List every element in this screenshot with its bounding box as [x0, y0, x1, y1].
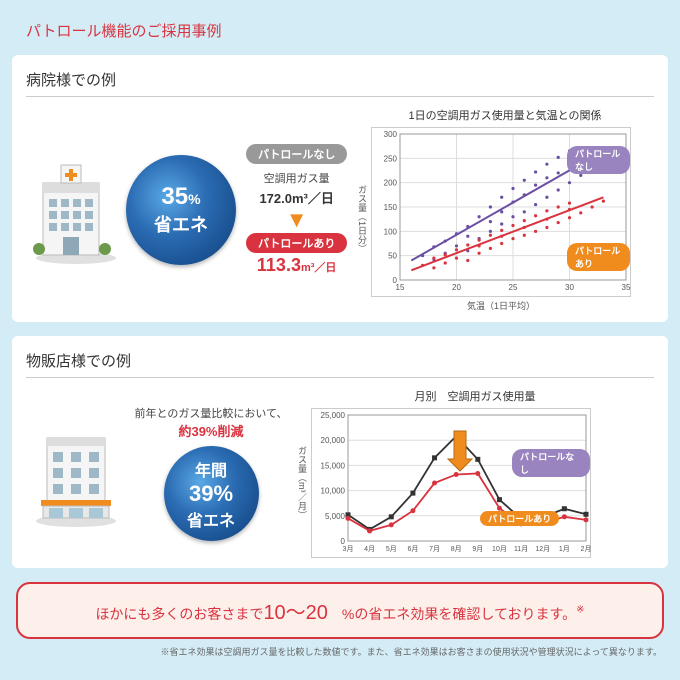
case2-chart-title: 月別 空調用ガス使用量: [296, 388, 654, 404]
case1-card: 病院様での例: [12, 55, 668, 322]
svg-text:3月: 3月: [343, 545, 354, 553]
svg-text:11月: 11月: [514, 545, 528, 553]
svg-text:7月: 7月: [429, 545, 440, 553]
svg-text:250: 250: [384, 154, 398, 163]
arrow-down-icon: ▼: [286, 209, 308, 231]
case1-title: 病院様での例: [26, 69, 654, 97]
svg-text:35: 35: [622, 283, 631, 292]
svg-text:0: 0: [341, 537, 346, 546]
svg-text:10月: 10月: [492, 545, 507, 553]
svg-text:6月: 6月: [407, 545, 418, 553]
case1-xlabel: 気温（1日平均）: [371, 299, 631, 312]
footer-highlight: ほかにも多くのお客さまで10～20 %の省エネ効果を確認しております。※: [16, 582, 664, 639]
main-title: パトロール機能のご採用事例: [26, 20, 668, 41]
svg-text:25: 25: [509, 283, 518, 292]
case2-chart: 0 5,000 10,000 15,000 20,000 25,000 3月 4月 5月 6月 7月…: [311, 408, 591, 558]
svg-text:150: 150: [384, 203, 398, 212]
svg-text:12月: 12月: [535, 545, 550, 553]
svg-text:300: 300: [384, 130, 398, 139]
case2-ylabel: ガス量（m³／月）: [296, 446, 309, 520]
gas-after: 113.3m³／日: [257, 255, 337, 276]
gas-before: 172.0m³／日: [259, 188, 333, 207]
svg-text:15,000: 15,000: [321, 461, 346, 470]
svg-text:20,000: 20,000: [321, 436, 346, 445]
svg-text:10,000: 10,000: [321, 487, 346, 496]
disclaimer: ※省エネ効果は空調用ガス量を比較した数値です。また、省エネ効果はお客さまの使用状…: [12, 645, 662, 658]
pill-without: パトロールなし: [246, 144, 347, 164]
svg-text:15: 15: [396, 283, 405, 292]
pill-with: パトロールあり: [246, 233, 347, 253]
svg-text:20: 20: [452, 283, 461, 292]
gas-label: 空調用ガス量: [264, 170, 330, 186]
case2-title: 物販店様での例: [26, 350, 654, 378]
hospital-icon: [26, 155, 126, 265]
svg-text:2月: 2月: [581, 545, 592, 553]
store-icon: [26, 418, 126, 528]
case1-chart: 0501001502002503001520253035パトロールなしパトロール…: [371, 127, 631, 297]
svg-text:25,000: 25,000: [321, 411, 346, 420]
svg-text:5,000: 5,000: [325, 512, 346, 521]
svg-text:5月: 5月: [386, 545, 397, 553]
case2-badge: 年間 39% 省エネ: [164, 446, 259, 541]
compare-text: 前年とのガス量比較において、 約39%削減: [134, 405, 287, 440]
svg-text:8月: 8月: [451, 545, 462, 553]
svg-text:9月: 9月: [472, 545, 483, 553]
case1-ylabel: ガス量（1日分）: [356, 185, 369, 253]
svg-text:4月: 4月: [364, 545, 375, 553]
case1-badge: 35% 省エネ: [126, 155, 236, 265]
svg-text:50: 50: [388, 252, 397, 261]
case1-chart-title: 1日の空調用ガス使用量と気温との関係: [356, 107, 654, 123]
svg-text:30: 30: [565, 283, 574, 292]
svg-text:1月: 1月: [559, 545, 570, 553]
svg-text:100: 100: [384, 227, 398, 236]
svg-text:200: 200: [384, 179, 398, 188]
case2-card: 物販店様での例: [12, 336, 668, 568]
